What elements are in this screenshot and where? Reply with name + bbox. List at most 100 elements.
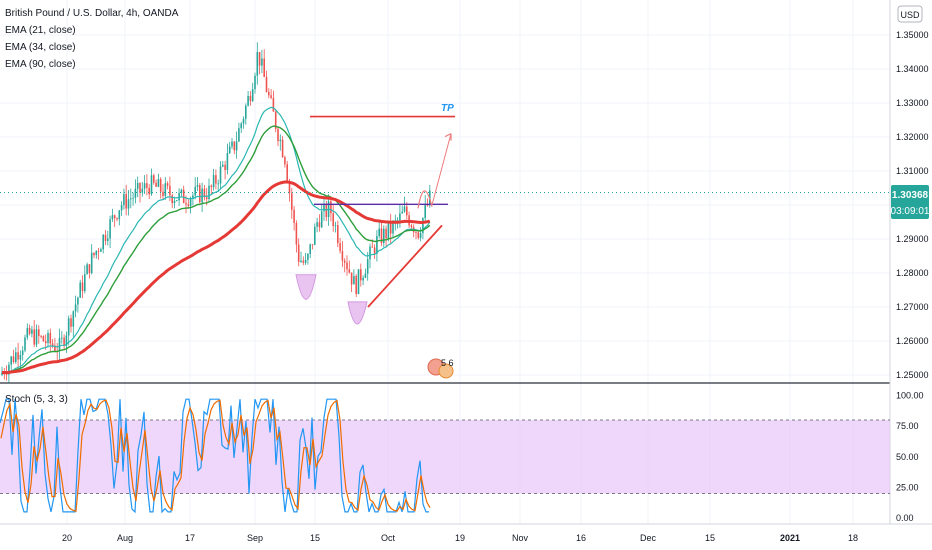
candle-body xyxy=(224,164,226,170)
candle-body xyxy=(265,76,268,93)
candle-body xyxy=(97,250,100,252)
candle-body xyxy=(157,179,160,187)
candle-body xyxy=(28,327,31,334)
candle-body xyxy=(403,206,406,212)
candle-body xyxy=(42,336,45,342)
candle-body xyxy=(369,246,371,260)
candle-body xyxy=(100,249,102,252)
candle-body xyxy=(21,350,24,355)
time-tick-label: 15 xyxy=(705,533,715,543)
candle-body xyxy=(293,209,295,223)
candle-body xyxy=(51,343,54,346)
candle-body xyxy=(132,197,134,199)
candle-body xyxy=(130,198,132,200)
candle-body xyxy=(272,97,275,112)
candle-body xyxy=(256,52,259,76)
candle-body xyxy=(153,175,155,183)
time-tick-label: 15 xyxy=(310,533,320,543)
candle-body xyxy=(54,345,56,351)
price-tick-label: 1.31000 xyxy=(896,166,929,176)
candle-body xyxy=(228,146,231,154)
candle-body xyxy=(341,251,344,261)
candle-body xyxy=(24,337,26,351)
stoch-tick-label: 75.00 xyxy=(896,421,919,431)
candle-body xyxy=(49,333,52,344)
candle-body xyxy=(309,244,311,255)
candle-body xyxy=(26,327,29,338)
candle-body xyxy=(113,215,116,219)
candle-body xyxy=(169,185,171,196)
candle-body xyxy=(373,247,376,254)
candle-body xyxy=(141,188,144,193)
candle-body xyxy=(291,193,293,210)
candle-body xyxy=(396,220,399,222)
candle-body xyxy=(88,264,91,274)
candle-body xyxy=(249,95,252,101)
drawings xyxy=(295,115,455,325)
stoch-d-line xyxy=(0,399,431,512)
candle-body xyxy=(104,234,107,241)
candle-body xyxy=(123,194,125,206)
candle-body xyxy=(109,219,111,239)
candle-body xyxy=(330,201,332,214)
price-tick-label: 1.26000 xyxy=(896,336,929,346)
candle-body xyxy=(187,204,190,206)
candle-body xyxy=(261,58,263,66)
price-tick-label: 1.34000 xyxy=(896,64,929,74)
candle-body xyxy=(307,254,309,260)
candle-body xyxy=(419,233,422,238)
time-tick-label: Nov xyxy=(512,533,529,543)
candle-body xyxy=(164,183,167,196)
candle-body xyxy=(268,92,270,96)
candle-body xyxy=(297,244,300,262)
indicator-stoch[interactable]: Stoch (5, 3, 3) xyxy=(5,394,68,405)
candle-body xyxy=(350,272,353,285)
candle-body xyxy=(171,195,173,204)
candle-body xyxy=(166,183,169,186)
time-tick-label: 16 xyxy=(576,533,586,543)
projection-line xyxy=(431,133,452,206)
candle-body xyxy=(118,210,121,220)
event-badge[interactable]: 5 6 xyxy=(427,358,454,379)
ema21-line xyxy=(1,106,431,374)
time-axis: 20 Aug 17 Sep 15 Oct 19 Nov 16 Dec 15 2021 18 xyxy=(62,533,858,543)
candle-body xyxy=(8,364,10,375)
currency-button[interactable] xyxy=(897,5,923,23)
stoch-axis: 100.00 75.00 50.00 25.00 0.00 xyxy=(896,391,924,524)
indicator-ema21[interactable]: EMA (21, close) xyxy=(5,25,76,36)
candle-body xyxy=(159,179,162,192)
candle-body xyxy=(219,166,222,184)
candle-body xyxy=(150,175,153,195)
candle-body xyxy=(316,222,318,227)
candle-body xyxy=(286,164,288,182)
candle-body xyxy=(125,194,127,209)
candle-body xyxy=(205,197,208,200)
candle-body xyxy=(143,183,146,189)
candle-body xyxy=(357,269,360,294)
candle-body xyxy=(84,274,86,292)
head-shape xyxy=(347,301,368,325)
candle-body xyxy=(300,260,302,262)
candle-body xyxy=(47,333,49,344)
stoch-tick-label: 50.00 xyxy=(896,452,919,462)
indicator-ema90[interactable]: EMA (90, close) xyxy=(5,59,76,70)
candle-body xyxy=(70,318,72,327)
candle-body xyxy=(5,374,8,376)
candle-body xyxy=(426,204,429,206)
candle-body xyxy=(226,153,229,170)
candle-body xyxy=(40,336,42,337)
candle-body xyxy=(178,192,180,201)
candle-body xyxy=(180,189,183,193)
candle-body xyxy=(81,282,84,292)
event-badge-text: 5 6 xyxy=(441,358,454,368)
candle-body xyxy=(217,183,219,185)
candle-body xyxy=(376,236,378,254)
candle-body xyxy=(240,123,242,129)
candle-body xyxy=(238,128,240,142)
candles xyxy=(1,42,431,383)
candle-body xyxy=(136,182,139,189)
candle-body xyxy=(387,222,390,239)
stoch-tick-label: 25.00 xyxy=(896,482,919,492)
indicator-ema34[interactable]: EMA (34, close) xyxy=(5,42,76,53)
candle-body xyxy=(392,222,394,234)
